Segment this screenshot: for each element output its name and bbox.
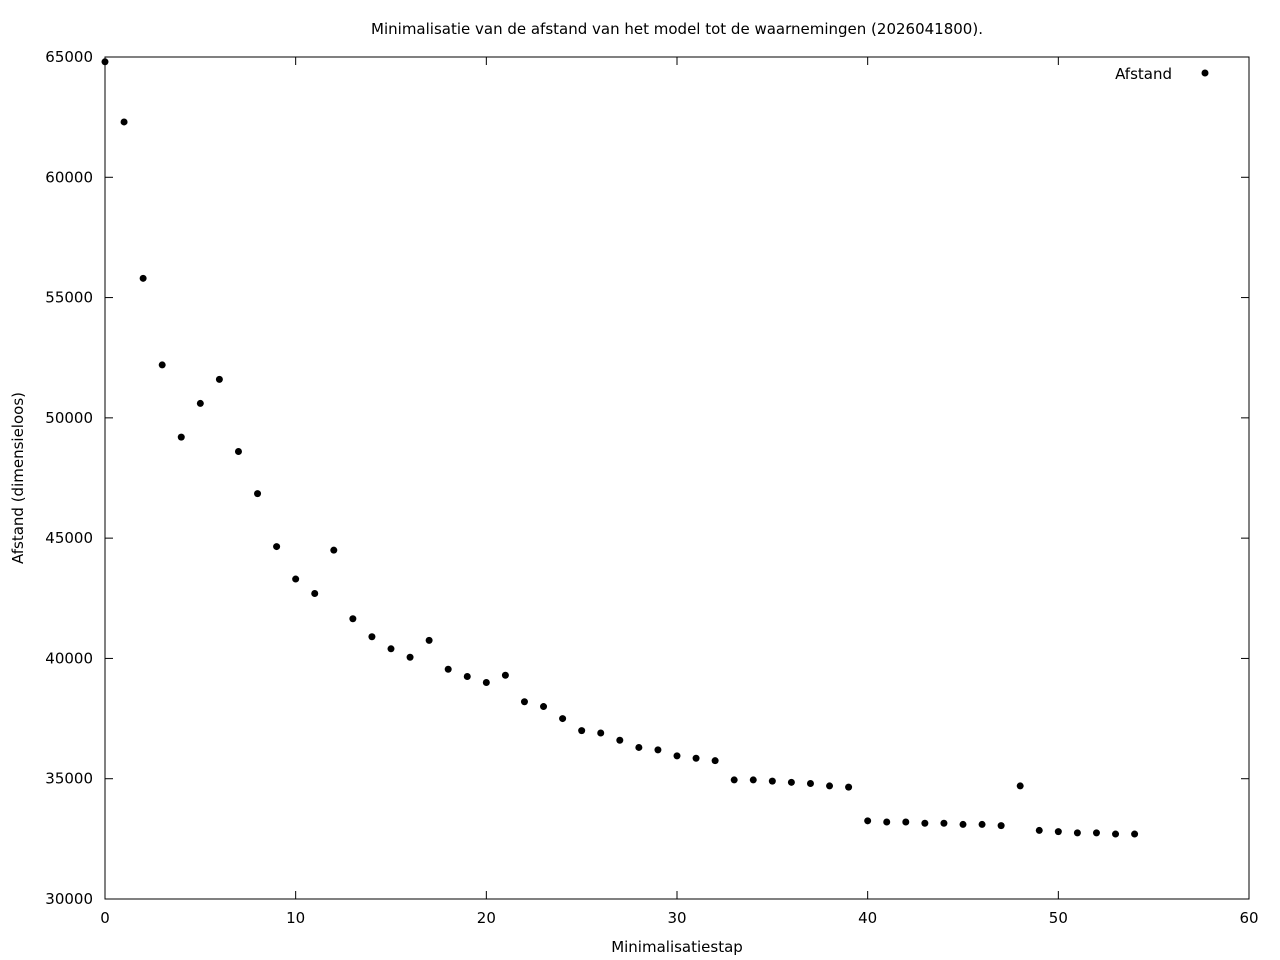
- data-point: [559, 715, 567, 723]
- data-point: [616, 736, 624, 744]
- data-point: [845, 783, 853, 791]
- data-point: [101, 58, 109, 66]
- data-point: [273, 543, 281, 551]
- data-point: [139, 274, 147, 282]
- data-point: [1016, 782, 1024, 790]
- data-point: [692, 754, 700, 762]
- data-point: [978, 820, 986, 828]
- x-tick-label: 40: [858, 909, 877, 927]
- data-point: [330, 546, 338, 554]
- data-point: [806, 780, 814, 788]
- data-point: [1073, 829, 1081, 837]
- y-tick-label: 50000: [45, 409, 93, 427]
- x-tick-label: 50: [1049, 909, 1068, 927]
- data-point: [215, 375, 223, 383]
- data-point: [597, 729, 605, 737]
- data-point: [311, 589, 319, 597]
- data-point: [406, 653, 414, 661]
- y-tick-label: 45000: [45, 529, 93, 547]
- y-tick-label: 65000: [45, 48, 93, 66]
- data-point: [940, 819, 948, 827]
- data-point: [425, 636, 433, 644]
- data-point: [673, 752, 681, 760]
- data-point: [196, 399, 204, 407]
- y-tick-label: 60000: [45, 168, 93, 186]
- y-tick-label: 40000: [45, 649, 93, 667]
- data-point: [120, 118, 128, 126]
- x-axis-label: Minimalisatiestap: [611, 938, 743, 956]
- data-point: [254, 490, 262, 498]
- x-axis: 0 10 20 30 40 50 60: [100, 57, 1259, 927]
- x-tick-label: 30: [667, 909, 686, 927]
- data-point: [520, 698, 528, 706]
- x-tick-label: 60: [1239, 909, 1258, 927]
- y-tick-label: 55000: [45, 289, 93, 307]
- data-point: [654, 746, 662, 754]
- data-point: [768, 777, 776, 785]
- data-point: [444, 665, 452, 673]
- data-point: [1035, 826, 1043, 834]
- data-point: [826, 782, 834, 790]
- data-point: [902, 818, 910, 826]
- y-tick-label: 35000: [45, 770, 93, 788]
- data-point: [349, 615, 357, 623]
- x-tick-label: 20: [477, 909, 496, 927]
- legend-marker: [1201, 69, 1209, 77]
- data-point: [368, 633, 376, 641]
- data-points: [101, 58, 1139, 838]
- y-axis: 30000 35000 40000 45000 50000 55000 60000 65000: [45, 48, 1249, 908]
- data-point: [711, 757, 719, 765]
- data-point: [1092, 829, 1100, 837]
- data-point: [540, 703, 548, 711]
- data-point: [1112, 830, 1120, 838]
- data-point: [177, 433, 185, 441]
- data-point: [158, 361, 166, 369]
- data-point: [864, 817, 872, 825]
- data-point: [959, 820, 967, 828]
- x-tick-label: 10: [286, 909, 305, 927]
- data-point: [787, 778, 795, 786]
- data-point: [997, 822, 1005, 830]
- data-point: [921, 819, 929, 827]
- data-point: [578, 727, 586, 735]
- data-point: [292, 575, 300, 583]
- legend-label: Afstand: [1115, 65, 1172, 83]
- data-point: [1054, 828, 1062, 836]
- legend: Afstand: [1115, 65, 1209, 83]
- data-point: [482, 678, 490, 686]
- data-point: [463, 672, 471, 680]
- chart-title: Minimalisatie van de afstand van het mod…: [371, 20, 983, 38]
- data-point: [635, 743, 643, 751]
- plot-area: [104, 56, 1250, 900]
- data-point: [730, 776, 738, 784]
- y-axis-label: Afstand (dimensieloos): [9, 392, 27, 564]
- data-point: [387, 645, 395, 653]
- y-tick-label: 30000: [45, 890, 93, 908]
- x-tick-label: 0: [100, 909, 110, 927]
- data-point: [883, 818, 891, 826]
- data-point: [749, 776, 757, 784]
- data-point: [501, 671, 509, 679]
- plot-border: [104, 56, 1250, 900]
- data-point: [1131, 830, 1139, 838]
- data-point: [234, 448, 242, 456]
